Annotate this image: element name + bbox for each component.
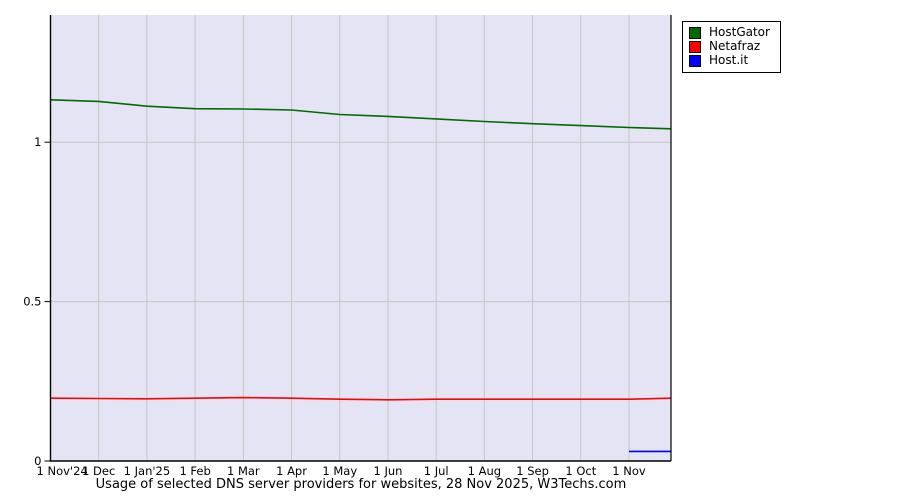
- x-tick-label: 1 Nov: [612, 464, 646, 478]
- plot-background: [50, 15, 671, 461]
- hostgator-swatch-icon: [689, 26, 701, 39]
- x-tick-label: 1 Jun: [373, 464, 402, 478]
- x-tick-label: 1 Aug: [468, 464, 501, 478]
- legend-label: HostGator: [709, 25, 770, 39]
- legend-box: HostGator Netafraz Host.it: [682, 21, 781, 73]
- legend-label: Netafraz: [709, 39, 761, 53]
- chart-title: Usage of selected DNS server providers f…: [95, 477, 627, 492]
- x-tick-label: 1 May: [322, 464, 357, 478]
- legend-label: Host.it: [709, 53, 749, 67]
- y-tick-label: 0.5: [23, 295, 41, 309]
- y-tick-label: 0: [34, 454, 41, 468]
- legend-item-hostgator: HostGator: [689, 26, 770, 39]
- series-line-netafraz: [50, 396, 672, 401]
- y-tick-label: 1: [34, 135, 41, 149]
- x-tick-label: 1 Nov'24: [37, 464, 88, 478]
- x-tick-label: 1 Jan'25: [124, 464, 171, 478]
- legend-item-hostit: Host.it: [689, 54, 770, 67]
- x-tick-label: 1 Jul: [424, 464, 449, 478]
- x-tick-label: 1 Sep: [516, 464, 549, 478]
- x-tick-label: 1 Dec: [82, 464, 115, 478]
- x-tick-label: 1 Mar: [227, 464, 260, 478]
- netafraz-swatch-icon: [689, 40, 701, 53]
- series-line-hostgator: [50, 99, 672, 130]
- x-tick-label: 1 Apr: [276, 464, 307, 478]
- hostit-swatch-icon: [689, 54, 701, 67]
- x-tick-label: 1 Oct: [565, 464, 596, 478]
- x-tick-label: 1 Feb: [179, 464, 210, 478]
- legend-item-netafraz: Netafraz: [689, 40, 770, 53]
